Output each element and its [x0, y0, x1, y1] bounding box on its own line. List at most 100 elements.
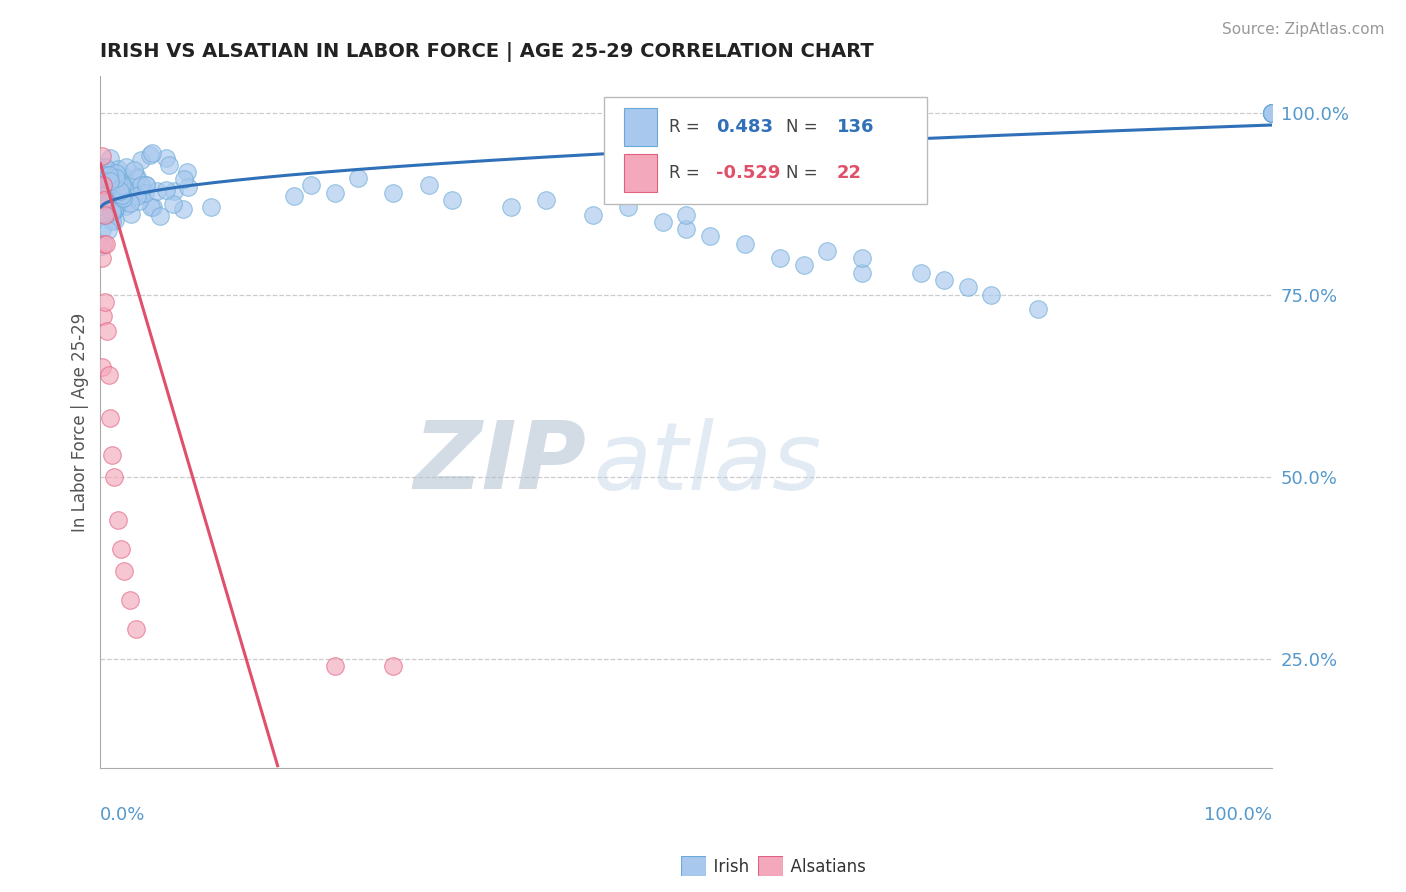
Point [127, 169, 149, 184]
Point [815, 244, 838, 258]
Point [101, 180, 124, 194]
Point [323, 186, 346, 200]
Point [149, 210, 172, 224]
Point [110, 542, 132, 557]
Point [1261, 105, 1284, 120]
Point [100, 163, 122, 178]
Point [1261, 105, 1284, 120]
Point [91, 168, 114, 182]
Text: 100.0%: 100.0% [1205, 805, 1272, 823]
Point [97, 368, 120, 382]
Point [1261, 105, 1284, 120]
Point [1261, 105, 1284, 120]
Point [110, 178, 132, 193]
Point [90, 185, 112, 199]
Point [97, 188, 120, 202]
Point [382, 186, 405, 200]
Point [769, 251, 792, 265]
Y-axis label: In Labor Force | Age 25-29: In Labor Force | Age 25-29 [72, 312, 89, 532]
Point [120, 183, 142, 197]
Point [956, 280, 979, 294]
Point [103, 170, 125, 185]
Point [1261, 105, 1284, 120]
Point [135, 178, 157, 193]
Point [105, 166, 128, 180]
Point [699, 229, 721, 244]
Point [104, 171, 127, 186]
Point [122, 162, 145, 177]
Point [94, 168, 117, 182]
Point [90, 173, 112, 187]
Point [734, 236, 756, 251]
Point [91, 188, 114, 202]
Point [93, 160, 115, 174]
Point [104, 213, 127, 227]
Point [107, 196, 129, 211]
Point [115, 199, 138, 213]
Point [139, 200, 162, 214]
Point [582, 207, 605, 221]
Point [115, 160, 138, 174]
Point [98, 168, 121, 182]
Point [101, 448, 124, 462]
Point [112, 179, 135, 194]
Point [134, 186, 156, 200]
Point [100, 203, 122, 218]
Text: -0.529: -0.529 [716, 164, 780, 182]
Text: Source: ZipAtlas.com: Source: ZipAtlas.com [1222, 22, 1385, 37]
Text: 22: 22 [837, 164, 862, 182]
Point [98, 174, 121, 188]
Point [1261, 105, 1284, 120]
Point [91, 239, 114, 253]
Point [418, 178, 440, 193]
Point [98, 171, 121, 186]
Point [90, 199, 112, 213]
Point [97, 223, 120, 237]
Point [155, 183, 177, 197]
Point [105, 186, 128, 201]
Point [131, 153, 153, 168]
Point [101, 204, 124, 219]
Point [135, 178, 157, 193]
Point [125, 171, 148, 186]
Point [125, 189, 148, 203]
Point [94, 207, 117, 221]
Point [200, 200, 222, 214]
Point [162, 197, 184, 211]
Point [93, 193, 115, 207]
Point [107, 184, 129, 198]
Point [120, 195, 142, 210]
Text: N =: N = [786, 164, 823, 182]
Point [110, 188, 132, 202]
Point [499, 200, 522, 214]
Point [1261, 105, 1284, 120]
Bar [624, 108, 657, 145]
Point [107, 162, 129, 177]
Point [105, 198, 128, 212]
Text: ZIP: ZIP [413, 417, 586, 509]
Point [111, 178, 134, 193]
Point [103, 469, 125, 483]
Point [94, 173, 117, 187]
Point [980, 287, 1002, 301]
Point [105, 189, 128, 203]
Point [105, 200, 128, 214]
Point [652, 215, 675, 229]
Point [98, 178, 121, 192]
Point [91, 222, 114, 236]
Point [94, 186, 117, 200]
Point [1261, 105, 1284, 120]
Point [107, 513, 129, 527]
Point [793, 259, 815, 273]
Point [94, 194, 117, 208]
Point [91, 203, 114, 218]
Point [1261, 105, 1284, 120]
Point [155, 151, 177, 165]
Point [141, 146, 163, 161]
Text: 0.0%: 0.0% [100, 805, 146, 823]
Point [93, 194, 115, 208]
Point [163, 184, 186, 198]
Text: Alsatians: Alsatians [780, 858, 866, 876]
Point [176, 179, 198, 194]
Point [440, 193, 463, 207]
